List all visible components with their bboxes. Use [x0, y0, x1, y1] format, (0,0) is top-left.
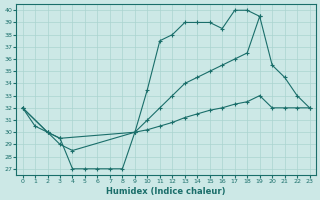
X-axis label: Humidex (Indice chaleur): Humidex (Indice chaleur)	[106, 187, 226, 196]
